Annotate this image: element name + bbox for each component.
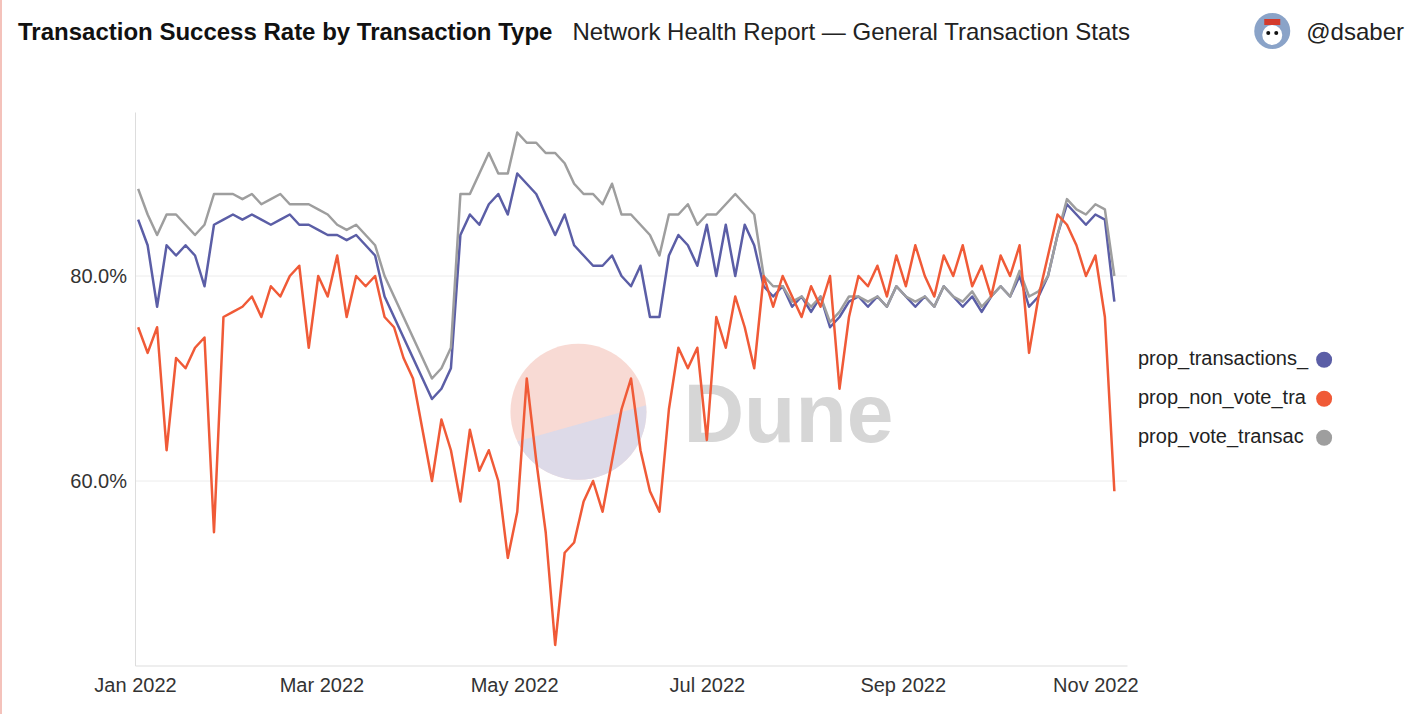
- legend-marker: [1316, 430, 1332, 446]
- x-tick: Mar 2022: [280, 666, 365, 696]
- plot-area: [138, 133, 1114, 646]
- chart-title: Transaction Success Rate by Transaction …: [18, 18, 552, 45]
- series-line: [138, 133, 1114, 379]
- y-axis: 60.0% 80.0%: [70, 113, 135, 667]
- avatar: [1254, 13, 1290, 49]
- series-line: [138, 215, 1114, 646]
- legend-label: prop_vote_transac: [1138, 425, 1304, 448]
- legend: prop_transactions_ prop_non_vote_tra prop_…: [1138, 347, 1332, 448]
- chart-subtitle: Network Health Report — General Transact…: [572, 18, 1130, 45]
- x-tick: Nov 2022: [1053, 666, 1139, 696]
- x-axis-line: [136, 666, 1128, 667]
- chart-svg: Transaction Success Rate by Transaction …: [0, 0, 1418, 714]
- x-tick-label: Jul 2022: [670, 674, 746, 696]
- legend-label: prop_non_vote_tra: [1138, 386, 1307, 409]
- x-tick: Jan 2022: [94, 666, 176, 696]
- x-axis: Jan 2022 Mar 2022 May 2022 Jul 2022 Sep 2022…: [94, 666, 1138, 696]
- x-tick-label: Mar 2022: [280, 674, 365, 696]
- legend-label: prop_transactions_: [1138, 347, 1309, 370]
- legend-marker: [1316, 391, 1332, 407]
- y-tick-label: 60.0%: [70, 470, 127, 492]
- x-tick: Sep 2022: [860, 666, 946, 696]
- x-tick-label: Nov 2022: [1053, 674, 1139, 696]
- x-tick-label: Sep 2022: [860, 674, 946, 696]
- chart-container: Transaction Success Rate by Transaction …: [0, 0, 1418, 714]
- author: @dsaber: [1306, 18, 1404, 45]
- x-tick-label: May 2022: [471, 674, 559, 696]
- y-axis-line: [135, 113, 136, 667]
- y-tick-label: 80.0%: [70, 265, 127, 287]
- x-tick-label: Jan 2022: [94, 674, 176, 696]
- x-tick: Jul 2022: [670, 666, 746, 696]
- y-tick: 80.0%: [70, 265, 135, 287]
- legend-marker: [1316, 352, 1332, 368]
- grid-line: [135, 481, 1127, 482]
- watermark: Dune: [498, 344, 893, 492]
- x-tick: May 2022: [471, 666, 559, 696]
- watermark-text: Dune: [683, 366, 893, 460]
- page-border: [0, 0, 2, 714]
- y-tick: 60.0%: [70, 470, 135, 492]
